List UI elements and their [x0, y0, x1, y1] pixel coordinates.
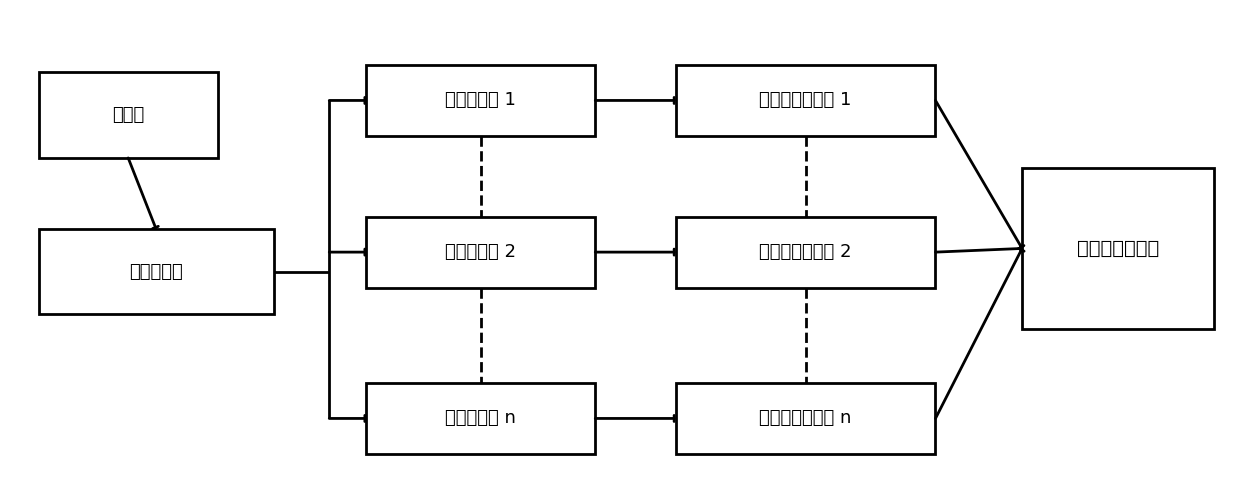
Text: 开关滤波器 2: 开关滤波器 2	[445, 243, 516, 261]
Text: 换能器: 换能器	[112, 106, 144, 124]
Text: 平方积分检波器 2: 平方积分检波器 2	[759, 243, 852, 261]
Bar	[676, 383, 935, 454]
Bar	[38, 229, 274, 314]
Text: 前置放大器: 前置放大器	[129, 263, 184, 280]
Text: 开关滤波器 n: 开关滤波器 n	[445, 409, 516, 428]
Text: 平方积分检波器 n: 平方积分检波器 n	[759, 409, 852, 428]
Bar	[676, 65, 935, 136]
Text: 平方积分检波器 1: 平方积分检波器 1	[759, 92, 852, 109]
Bar	[676, 216, 935, 288]
Bar	[366, 65, 595, 136]
Bar	[1022, 168, 1214, 329]
Bar	[366, 383, 595, 454]
Text: 开关滤波器 1: 开关滤波器 1	[445, 92, 516, 109]
Bar	[366, 216, 595, 288]
Text: 数字信号处理器: 数字信号处理器	[1076, 239, 1159, 258]
Bar	[38, 72, 218, 158]
